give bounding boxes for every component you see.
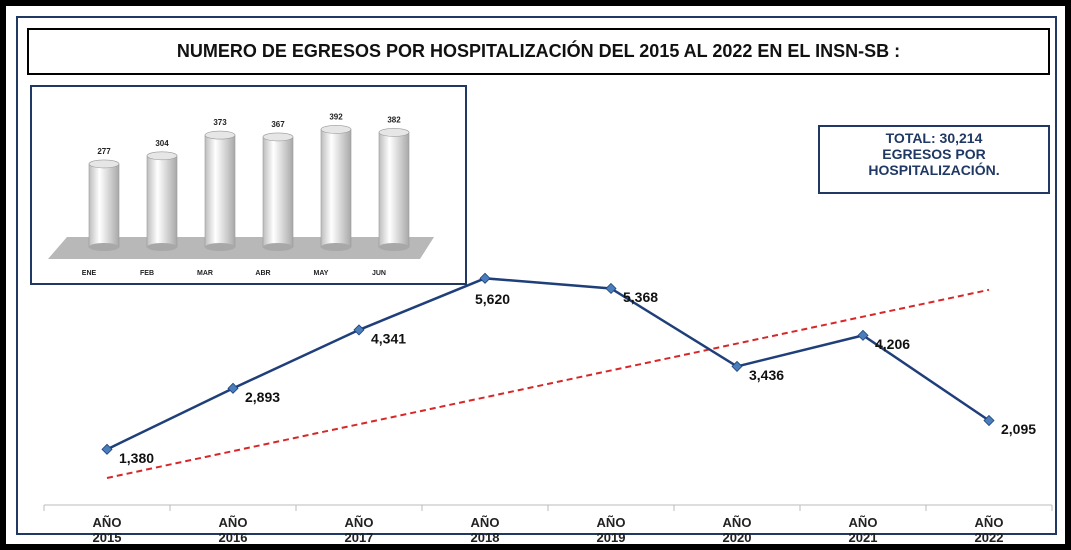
inset-svg: 277 ENE 304 FEB 373 MAR 367 ABR 392 MAY 382 JUN <box>48 113 434 277</box>
cylinder-base <box>147 243 177 251</box>
point <box>227 382 239 394</box>
data-label: 382 <box>387 116 401 125</box>
x-tick-label: ABR <box>255 270 270 277</box>
data-label: 4,341 <box>371 331 406 347</box>
point <box>605 282 617 295</box>
x-tick-label: AÑO 2021 <box>848 515 878 545</box>
cylinder <box>262 136 294 248</box>
total-annotation: TOTAL: 30,214 EGRESOS POR HOSPITALIZACIÓ… <box>818 125 1050 194</box>
data-label: 2,893 <box>245 389 280 405</box>
line <box>106 277 990 451</box>
point <box>101 443 113 455</box>
data-label: 2,095 <box>1001 421 1036 437</box>
x-tick-label: ENE <box>82 270 97 277</box>
cylinder-base <box>263 243 293 251</box>
cylinder <box>88 163 120 248</box>
cylinder <box>204 134 236 248</box>
cylinder-top <box>204 130 236 140</box>
data-label: 3,436 <box>749 367 784 383</box>
plot-border <box>16 16 1057 535</box>
cylinder <box>146 155 178 248</box>
data-label: 5,368 <box>623 289 658 305</box>
trendline <box>106 288 990 479</box>
cylinder-base <box>89 243 119 251</box>
x-tick-label: AÑO 2017 <box>344 515 374 545</box>
cylinder-top <box>378 128 410 137</box>
data-label: 392 <box>329 113 343 122</box>
point <box>983 414 995 427</box>
data-label: 4,206 <box>875 336 910 352</box>
data-label: 1,380 <box>119 450 154 466</box>
cylinder-base <box>321 243 351 251</box>
x-tick-label: MAR <box>197 270 213 277</box>
cylinder-top <box>146 151 178 161</box>
x-tick-label: AÑO 2016 <box>218 515 248 545</box>
x-tick-label: AÑO 2018 <box>470 515 500 545</box>
data-label: 277 <box>97 147 111 156</box>
cylinder-top <box>320 125 352 134</box>
cylinder-top <box>262 132 294 142</box>
x-tick-label: AÑO 2020 <box>722 515 752 545</box>
x-tick-label: JUN <box>372 270 386 277</box>
x-tick-label: MAY <box>314 270 329 277</box>
cylinder <box>378 132 410 248</box>
x-tick-label: AÑO 2019 <box>596 515 626 545</box>
inset-chart: 277 ENE 304 FEB 373 MAR 367 ABR 392 MAY 382 JUN <box>30 85 467 285</box>
x-tick-label: FEB <box>140 270 154 277</box>
cylinder <box>320 129 352 248</box>
x-tick-label: AÑO 2015 <box>92 515 122 545</box>
point <box>857 329 869 341</box>
cylinder-base <box>379 243 409 251</box>
point <box>731 360 743 372</box>
data-label: 304 <box>155 139 169 148</box>
data-label: 373 <box>213 118 227 127</box>
point <box>353 324 365 336</box>
x-tick-label: AÑO 2022 <box>974 515 1004 545</box>
point <box>479 272 491 284</box>
cylinder-top <box>88 159 120 169</box>
data-label: 5,620 <box>475 291 510 307</box>
chart-title: NUMERO DE EGRESOS POR HOSPITALIZACIÓN DE… <box>27 28 1050 75</box>
cylinder-base <box>205 243 235 251</box>
data-label: 367 <box>271 120 285 129</box>
